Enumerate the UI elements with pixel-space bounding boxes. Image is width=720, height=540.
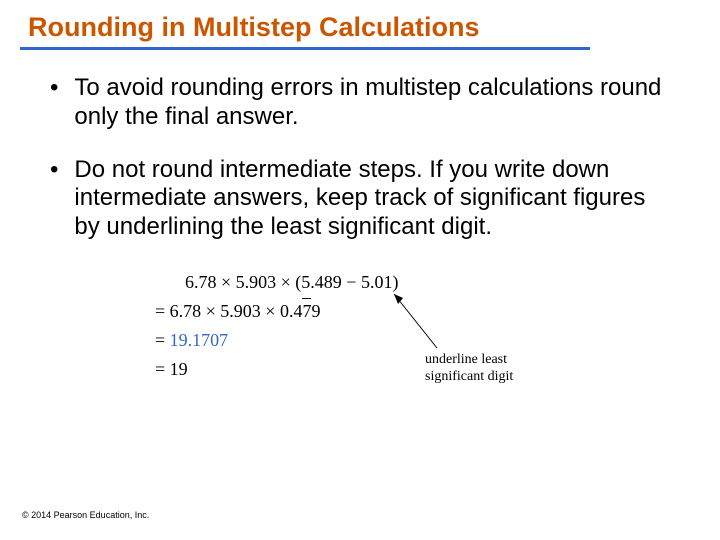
calc-line2-suffix: 9 [311, 301, 320, 321]
calc-line-1: 6.78 × 5.903 × (5.489 − 5.01) [125, 272, 595, 293]
underline-bar [302, 298, 311, 300]
bullet-1: • To avoid rounding errors in multistep … [0, 50, 720, 132]
underlined-digit: 7 [302, 301, 311, 322]
calculation-area: 6.78 × 5.903 × (5.489 − 5.01) = 6.78 × 5… [125, 272, 595, 380]
annotation-arrow [389, 286, 469, 356]
bullet-text: Do not round intermediate steps. If you … [74, 156, 670, 242]
calc-value-blue: 19.1707 [170, 330, 229, 350]
annotation-line-1: underline least [425, 352, 513, 369]
copyright: © 2014 Pearson Education, Inc. [22, 510, 149, 520]
bullet-mark: • [50, 74, 58, 132]
bullet-2: • Do not round intermediate steps. If yo… [0, 132, 720, 242]
calc-eq: = [155, 330, 170, 350]
bullet-mark: • [50, 156, 58, 242]
bullet-text: To avoid rounding errors in multistep ca… [74, 74, 670, 132]
annotation-text: underline least significant digit [425, 352, 513, 386]
slide-title: Rounding in Multistep Calculations [0, 0, 720, 47]
annotation-line-2: significant digit [425, 369, 513, 386]
calc-line-4: = 19 [125, 359, 595, 380]
calc-line2-prefix: = 6.78 × 5.903 × 0.4 [155, 301, 302, 321]
underlined-char: 7 [302, 301, 311, 321]
calc-line-2: = 6.78 × 5.903 × 0.479 [125, 301, 595, 322]
calc-line-3: = 19.1707 [125, 330, 595, 351]
